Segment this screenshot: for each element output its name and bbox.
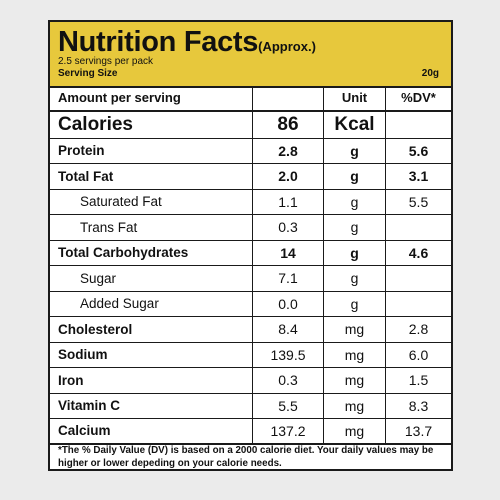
header-amount-per-serving: Amount per serving (50, 86, 253, 110)
serving-size-label: Serving Size (58, 68, 118, 79)
nutrient-dv: 6.0 (408, 346, 429, 363)
nutrient-name: Calories (50, 111, 253, 138)
nutrient-dv (386, 112, 451, 138)
nutrient-dv: 8.3 (408, 397, 429, 414)
servings-per-pack: 2.5 servings per pack (58, 56, 154, 67)
table-row-vitamin-c: Vitamin C 5.5 mg 8.3 (50, 393, 451, 419)
nutrient-name: Protein (50, 138, 253, 163)
nutrient-amount: 14 (253, 240, 324, 265)
nutrition-label: Nutrition Facts(Approx.) 2.5 servings pe… (48, 20, 453, 471)
table-row-added-sugar: Added Sugar 0.0 g (50, 291, 451, 317)
header-unit: Unit (324, 86, 386, 110)
approx-note: (Approx.) (258, 39, 316, 54)
nutrient-amount: 2.0 (253, 164, 324, 189)
nutrient-unit: g (324, 240, 386, 265)
nutrient-unit: g (324, 266, 386, 291)
table-row-cholesterol: Cholesterol 8.4 mg 2.8 (50, 317, 451, 343)
serving-size-value: 20g (421, 68, 439, 79)
nutrient-name: Sugar (50, 266, 253, 291)
table-header-row: Amount per serving Unit %DV* (50, 86, 451, 112)
nutrient-unit: g (324, 215, 386, 240)
nutrient-dv: 5.5 (408, 193, 429, 210)
nutrient-unit: g (324, 189, 386, 214)
nutrient-unit: mg (324, 317, 386, 342)
table-row-sodium: Sodium 139.5 mg 6.0 (50, 342, 451, 368)
nutrient-name: Saturated Fat (50, 189, 253, 214)
nutrient-dv: 4.6 (408, 244, 429, 261)
table-row-trans-fat: Trans Fat 0.3 g (50, 215, 451, 241)
nutrient-name: Added Sugar (50, 291, 253, 316)
nutrient-amount: 2.8 (253, 138, 324, 163)
nutrient-dv: 13.7 (404, 422, 433, 439)
nutrient-unit: mg (324, 342, 386, 367)
nutrient-unit: g (324, 138, 386, 163)
nutrient-amount: 5.5 (253, 393, 324, 418)
nutrient-unit: mg (324, 393, 386, 418)
nutrient-table: Amount per serving Unit %DV* Calories 86… (50, 86, 451, 445)
nutrient-dv (386, 266, 451, 291)
table-row-saturated-fat: Saturated Fat 1.1 g 5.5 (50, 189, 451, 215)
nutrient-name: Total Fat (50, 164, 253, 189)
header-dv: %DV* (401, 90, 436, 106)
nutrient-name: Iron (50, 368, 253, 393)
nutrient-dv: 5.6 (408, 142, 429, 159)
nutrient-amount: 0.3 (253, 368, 324, 393)
nutrient-amount: 1.1 (253, 189, 324, 214)
nutrient-unit: g (324, 164, 386, 189)
nutrient-amount: 0.3 (253, 215, 324, 240)
table-row-total-fat: Total Fat 2.0 g 3.1 (50, 164, 451, 190)
table-row-protein: Protein 2.8 g 5.6 (50, 138, 451, 164)
nutrient-name: Cholesterol (50, 317, 253, 342)
nutrient-amount: 0.0 (253, 291, 324, 316)
table-row-calcium: Calcium 137.2 mg 13.7 (50, 419, 451, 445)
label-title: Nutrition Facts (58, 26, 259, 58)
title-row: Nutrition Facts(Approx.) (58, 26, 316, 59)
nutrient-amount: 8.4 (253, 317, 324, 342)
nutrient-name: Sodium (50, 342, 253, 367)
nutrient-name: Vitamin C (50, 393, 253, 418)
nutrient-dv: 1.5 (408, 372, 429, 389)
table-row-calories: Calories 86 Kcal (50, 111, 451, 139)
nutrient-unit: g (324, 291, 386, 316)
table-row-sugar: Sugar 7.1 g (50, 266, 451, 292)
nutrient-amount: 7.1 (253, 266, 324, 291)
nutrient-unit: mg (324, 368, 386, 393)
header-amount (253, 86, 324, 110)
nutrient-name: Calcium (50, 419, 253, 443)
nutrient-dv (386, 215, 451, 240)
nutrient-name: Total Carbohydrates (50, 240, 253, 265)
table-row-total-carbohydrates: Total Carbohydrates 14 g 4.6 (50, 240, 451, 266)
nutrient-name: Trans Fat (50, 215, 253, 240)
label-header: Nutrition Facts(Approx.) 2.5 servings pe… (50, 22, 451, 88)
nutrient-dv: 3.1 (408, 168, 429, 185)
daily-value-footnote: *The % Daily Value (DV) is based on a 20… (58, 445, 434, 469)
table-row-iron: Iron 0.3 mg 1.5 (50, 368, 451, 394)
nutrient-unit: Kcal (324, 111, 386, 138)
nutrient-unit: mg (324, 419, 386, 443)
nutrient-amount: 137.2 (253, 419, 324, 443)
nutrient-amount: 139.5 (253, 342, 324, 367)
nutrient-amount: 86 (253, 111, 324, 138)
nutrient-dv: 2.8 (408, 321, 429, 338)
nutrient-dv (386, 292, 451, 317)
